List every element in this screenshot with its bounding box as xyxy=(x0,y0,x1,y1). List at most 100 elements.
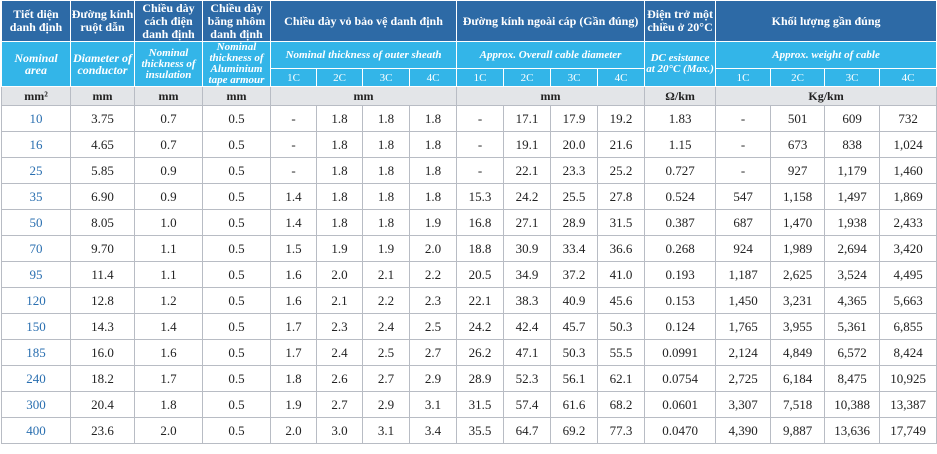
table-cell: 1.8 xyxy=(408,105,458,132)
table-cell: 1,450 xyxy=(715,287,772,314)
table-cell: 28.9 xyxy=(550,209,599,236)
col-header-insulation-vi: Chiều dày cách điện danh định xyxy=(134,0,203,42)
table-cell: 0.387 xyxy=(644,209,717,236)
unit-resistance: Ω/km xyxy=(644,86,717,106)
table-cell: 25.5 xyxy=(550,183,599,210)
table-cell: 6,855 xyxy=(879,313,937,340)
table-cell: 924 xyxy=(715,235,772,262)
cell-area: 95 xyxy=(1,261,71,288)
unit-armour: mm xyxy=(202,86,271,106)
table-row: 70 9.70 1.1 0.5 1.5 1.9 1.9 2.0 18.8 30.9 33.4 36.6… xyxy=(1,235,937,262)
table-cell: 17.9 xyxy=(550,105,599,132)
table-cell: 1.8 xyxy=(362,131,410,158)
unit-weight: Kg/km xyxy=(715,86,937,106)
table-cell: 52.3 xyxy=(503,365,552,392)
table-cell: 47.1 xyxy=(503,339,552,366)
table-cell: 22.1 xyxy=(456,287,505,314)
table-cell: 24.2 xyxy=(456,313,505,340)
col-header-area-vi: Tiết diện danh định xyxy=(1,0,71,42)
cell-area: 16 xyxy=(1,131,71,158)
table-cell: 4,390 xyxy=(715,417,772,444)
cell-area: 300 xyxy=(1,391,71,418)
table-cell: 18.2 xyxy=(70,365,135,392)
table-cell: 1.8 xyxy=(362,183,410,210)
table-cell: 7,518 xyxy=(770,391,826,418)
table-cell: 5,361 xyxy=(824,313,881,340)
table-cell: 1.6 xyxy=(270,287,317,314)
table-cell: 1,179 xyxy=(824,157,881,184)
table-cell: - xyxy=(715,131,772,158)
table-cell: 0.7 xyxy=(134,105,203,132)
table-cell: 12.8 xyxy=(70,287,135,314)
table-cell: 50.3 xyxy=(597,313,646,340)
cell-area: 150 xyxy=(1,313,71,340)
table-cell: 20.4 xyxy=(70,391,135,418)
table-cell: 9.70 xyxy=(70,235,135,262)
col-header-overall-en: Approx. Overall cable diameter xyxy=(456,41,646,69)
table-cell: - xyxy=(715,157,772,184)
table-cell: 2.0 xyxy=(270,417,317,444)
table-cell: 2,124 xyxy=(715,339,772,366)
core-header: 2C xyxy=(770,68,826,87)
table-cell: 2,725 xyxy=(715,365,772,392)
table-row: 10 3.75 0.7 0.5-1.8 1.8 1.8-17.1 17.9 19.2 1.83-… xyxy=(1,105,937,132)
table-cell: 6.90 xyxy=(70,183,135,210)
table-cell: 0.5 xyxy=(202,261,271,288)
col-header-resistance-en: DC esistance at 20°C (Max.) xyxy=(644,41,717,87)
table-cell: 2,433 xyxy=(879,209,937,236)
table-cell: 24.2 xyxy=(503,183,552,210)
col-header-diameter-en: Diameter of conductor xyxy=(70,41,135,87)
table-cell: 20.0 xyxy=(550,131,599,158)
table-cell: 0.5 xyxy=(202,235,271,262)
table-cell: - xyxy=(270,131,317,158)
table-cell: 62.1 xyxy=(597,365,646,392)
table-cell: 1,765 xyxy=(715,313,772,340)
table-cell: 1.1 xyxy=(134,261,203,288)
table-cell: 3.0 xyxy=(316,417,363,444)
table-cell: 17,749 xyxy=(879,417,937,444)
table-row: 16 4.65 0.7 0.5-1.8 1.8 1.8-19.1 20.0 21.6 1.15-… xyxy=(1,131,937,158)
cell-area: 70 xyxy=(1,235,71,262)
table-cell: 0.0601 xyxy=(644,391,717,418)
table-cell: 1.6 xyxy=(134,339,203,366)
table-cell: 2.0 xyxy=(316,261,363,288)
table-cell: 6,572 xyxy=(824,339,881,366)
col-header-insulation-en: Nominal thickness of insulation xyxy=(134,41,203,87)
table-cell: 0.5 xyxy=(202,183,271,210)
table-cell: 1.9 xyxy=(408,209,458,236)
table-cell: 609 xyxy=(824,105,881,132)
table-cell: 1,989 xyxy=(770,235,826,262)
table-cell: 45.7 xyxy=(550,313,599,340)
cell-area: 185 xyxy=(1,339,71,366)
table-cell: 11.4 xyxy=(70,261,135,288)
table-row: 300 20.4 1.8 0.5 1.9 2.7 2.9 3.1 31.5 57.4 61.6 68.… xyxy=(1,391,937,418)
table-cell: 45.6 xyxy=(597,287,646,314)
table-cell: 19.2 xyxy=(597,105,646,132)
table-cell: 9,887 xyxy=(770,417,826,444)
table-cell: 1.8 xyxy=(134,391,203,418)
table-cell: 2.9 xyxy=(408,365,458,392)
table-cell: - xyxy=(456,157,505,184)
table-cell: 18.8 xyxy=(456,235,505,262)
core-header: 2C xyxy=(316,68,363,87)
table-cell: 0.5 xyxy=(202,417,271,444)
table-cell: 2,694 xyxy=(824,235,881,262)
table-cell: 8,475 xyxy=(824,365,881,392)
table-cell: 4,849 xyxy=(770,339,826,366)
table-cell: 0.5 xyxy=(202,287,271,314)
cell-area: 400 xyxy=(1,417,71,444)
table-cell: 3,955 xyxy=(770,313,826,340)
table-cell: 4.65 xyxy=(70,131,135,158)
table-cell: 1.8 xyxy=(408,157,458,184)
core-header: 4C xyxy=(879,68,937,87)
unit-sheath: mm xyxy=(269,86,458,106)
table-cell: 2.9 xyxy=(362,391,410,418)
table-cell: 38.3 xyxy=(503,287,552,314)
table-row: 400 23.6 2.0 0.5 2.0 3.0 3.1 3.4 35.5 64.7 69.2 77.… xyxy=(1,417,937,444)
table-cell: 25.2 xyxy=(597,157,646,184)
table-cell: 4,495 xyxy=(879,261,937,288)
table-cell: 77.3 xyxy=(597,417,646,444)
table-cell: 0.5 xyxy=(202,105,271,132)
table-cell: 1.8 xyxy=(362,209,410,236)
table-cell: 13,636 xyxy=(824,417,881,444)
